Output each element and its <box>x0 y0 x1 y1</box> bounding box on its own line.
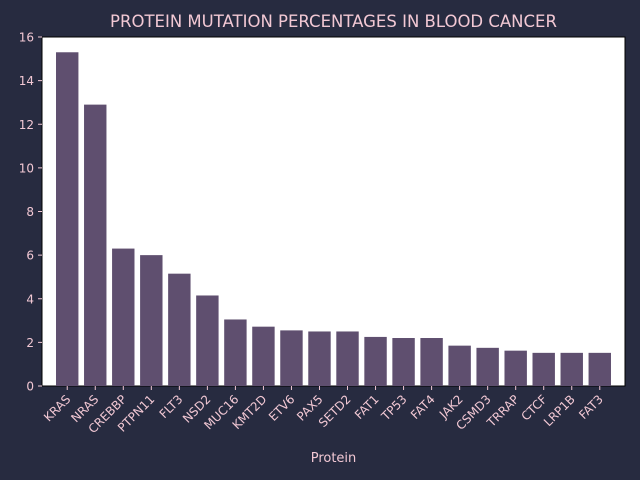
x-tick-label: FAT4 <box>408 392 438 422</box>
bar-fat4 <box>420 338 443 386</box>
bar-muc16 <box>224 319 247 386</box>
x-axis-label: Protein <box>311 451 357 466</box>
x-tick-label: FAT3 <box>576 392 606 422</box>
bar-kmt2d <box>252 326 275 386</box>
y-axis-ticks: 0 2 4 6 8 10 12 14 16 <box>19 31 42 394</box>
bars-group <box>56 52 611 387</box>
y-tick-label: 4 <box>26 292 34 306</box>
bar-csmd3 <box>476 347 499 386</box>
bar-ctcf <box>532 352 555 386</box>
bar-trrap <box>504 350 527 386</box>
y-tick-label: 2 <box>26 336 34 350</box>
x-tick-label: KRAS <box>41 392 73 424</box>
bar-fat3 <box>588 352 611 386</box>
bar-tp53 <box>392 338 415 386</box>
bar-crebbp <box>112 248 135 386</box>
y-tick-label: 16 <box>19 31 34 45</box>
x-tick-label: TP53 <box>378 392 410 424</box>
y-tick-label: 8 <box>26 205 34 219</box>
x-tick-label: SETD2 <box>316 392 354 430</box>
bar-setd2 <box>336 331 359 386</box>
chart-title: PROTEIN MUTATION PERCENTAGES IN BLOOD CA… <box>110 12 557 31</box>
bar-lrp1b <box>560 352 583 386</box>
y-tick-label: 0 <box>26 380 34 394</box>
bar-etv6 <box>280 330 303 386</box>
x-tick-label: FAT1 <box>352 392 382 422</box>
plot-area <box>41 36 626 387</box>
x-tick-label: LRP1B <box>541 392 578 429</box>
y-tick-label: 14 <box>19 74 34 88</box>
y-tick-label: 12 <box>19 118 34 132</box>
y-tick-label: 10 <box>19 161 34 175</box>
bar-pax5 <box>308 331 331 386</box>
bar-fat1 <box>364 336 387 386</box>
bar-ptpn11 <box>140 255 163 387</box>
bar-nsd2 <box>196 295 219 386</box>
bar-kras <box>56 52 79 387</box>
bar-nras <box>84 104 107 387</box>
bar-flt3 <box>168 273 191 386</box>
bar-jak2 <box>448 345 471 386</box>
x-tick-label: ETV6 <box>266 392 298 424</box>
y-tick-label: 6 <box>26 249 34 263</box>
